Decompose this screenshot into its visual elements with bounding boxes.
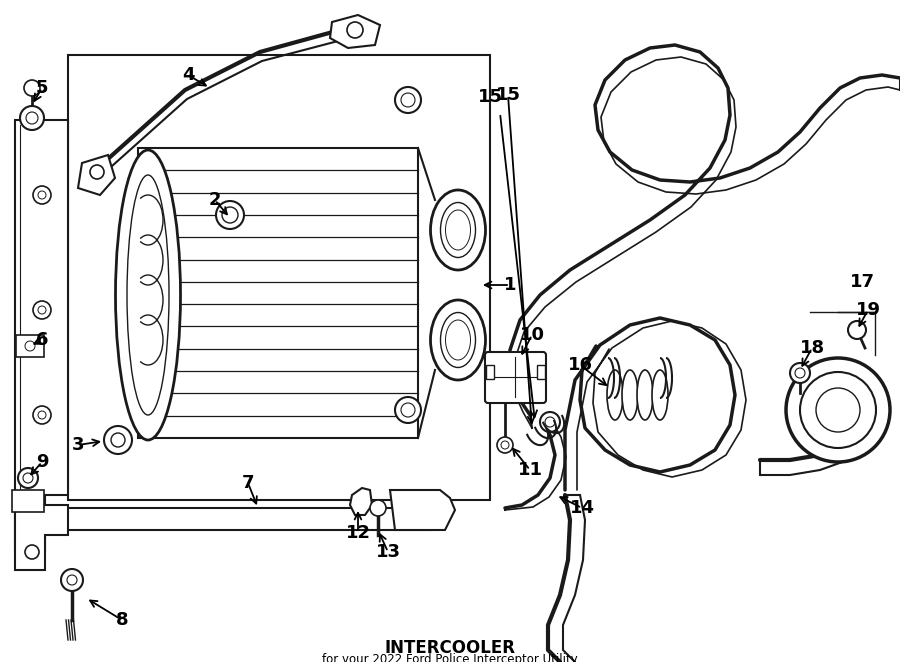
Ellipse shape bbox=[637, 370, 653, 420]
Circle shape bbox=[395, 397, 421, 423]
Polygon shape bbox=[390, 490, 455, 530]
Polygon shape bbox=[15, 120, 68, 550]
Circle shape bbox=[104, 426, 132, 454]
Text: for your 2022 Ford Police Interceptor Utility: for your 2022 Ford Police Interceptor Ut… bbox=[322, 653, 578, 662]
Bar bbox=[68, 55, 490, 500]
Circle shape bbox=[111, 433, 125, 447]
Text: 17: 17 bbox=[850, 273, 875, 291]
Circle shape bbox=[545, 417, 555, 427]
Circle shape bbox=[501, 441, 509, 449]
Circle shape bbox=[24, 80, 40, 96]
Circle shape bbox=[26, 112, 38, 124]
FancyBboxPatch shape bbox=[485, 352, 546, 403]
Bar bbox=[138, 148, 418, 438]
Ellipse shape bbox=[430, 300, 485, 380]
Circle shape bbox=[795, 368, 805, 378]
Circle shape bbox=[18, 468, 38, 488]
Circle shape bbox=[497, 437, 513, 453]
Bar bbox=[537, 365, 545, 379]
Circle shape bbox=[38, 191, 46, 199]
Text: 7: 7 bbox=[242, 474, 254, 492]
Circle shape bbox=[38, 306, 46, 314]
Text: 1: 1 bbox=[504, 276, 517, 294]
Circle shape bbox=[790, 363, 810, 383]
Circle shape bbox=[23, 473, 33, 483]
Text: 3: 3 bbox=[72, 436, 85, 454]
Circle shape bbox=[848, 321, 866, 339]
Text: 9: 9 bbox=[36, 453, 49, 471]
Polygon shape bbox=[78, 155, 115, 195]
Bar bbox=[45, 508, 430, 530]
Text: 11: 11 bbox=[518, 461, 543, 479]
Circle shape bbox=[90, 165, 104, 179]
Circle shape bbox=[401, 403, 415, 417]
Polygon shape bbox=[350, 488, 372, 515]
Text: 10: 10 bbox=[519, 326, 544, 344]
Ellipse shape bbox=[622, 370, 638, 420]
Ellipse shape bbox=[430, 190, 485, 270]
Circle shape bbox=[33, 406, 51, 424]
Bar bbox=[486, 365, 494, 379]
Text: 4: 4 bbox=[182, 66, 194, 84]
Text: 6: 6 bbox=[36, 331, 49, 349]
Bar bbox=[16, 335, 44, 357]
Circle shape bbox=[216, 201, 244, 229]
Text: INTERCOOLER: INTERCOOLER bbox=[384, 639, 516, 657]
Circle shape bbox=[25, 545, 39, 559]
Text: 18: 18 bbox=[799, 339, 824, 357]
Text: 19: 19 bbox=[856, 301, 880, 319]
Circle shape bbox=[67, 575, 77, 585]
Text: 8: 8 bbox=[116, 611, 129, 629]
Text: 15: 15 bbox=[478, 88, 502, 106]
Text: 5: 5 bbox=[36, 79, 49, 97]
Ellipse shape bbox=[607, 370, 623, 420]
Circle shape bbox=[61, 569, 83, 591]
Circle shape bbox=[401, 93, 415, 107]
Text: 14: 14 bbox=[570, 499, 595, 517]
Circle shape bbox=[222, 207, 238, 223]
Text: 12: 12 bbox=[346, 524, 371, 542]
Polygon shape bbox=[330, 15, 380, 48]
Polygon shape bbox=[15, 505, 68, 570]
Circle shape bbox=[395, 87, 421, 113]
Text: 2: 2 bbox=[209, 191, 221, 209]
Circle shape bbox=[33, 301, 51, 319]
Circle shape bbox=[540, 412, 560, 432]
Circle shape bbox=[347, 22, 363, 38]
Circle shape bbox=[20, 106, 44, 130]
Bar bbox=[12, 490, 44, 512]
Text: 13: 13 bbox=[375, 543, 401, 561]
Circle shape bbox=[38, 411, 46, 419]
Ellipse shape bbox=[652, 370, 668, 420]
Circle shape bbox=[786, 358, 890, 462]
Text: 16: 16 bbox=[568, 356, 592, 374]
Circle shape bbox=[33, 186, 51, 204]
Circle shape bbox=[25, 341, 35, 351]
Ellipse shape bbox=[115, 150, 181, 440]
Text: 15: 15 bbox=[496, 86, 520, 104]
Circle shape bbox=[370, 500, 386, 516]
